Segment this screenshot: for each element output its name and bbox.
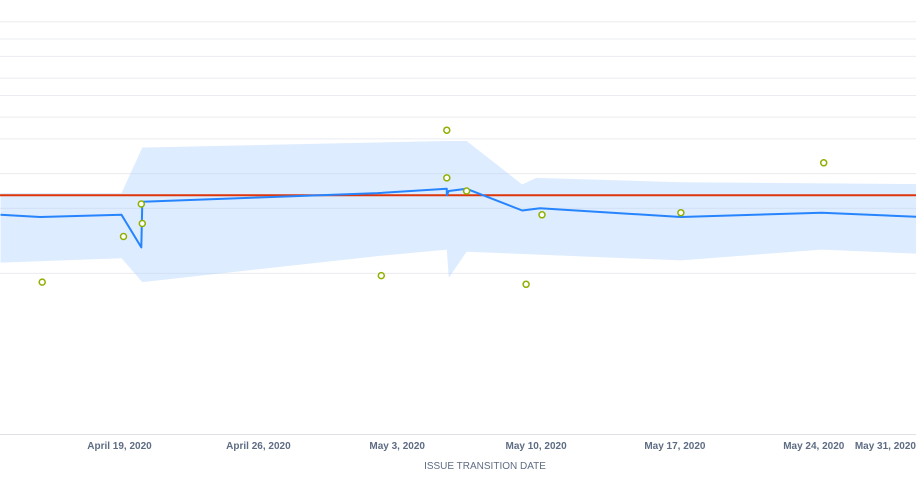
x-tick-label: May 24, 2020 [783,441,845,452]
x-tick-label: April 26, 2020 [226,441,291,452]
issue-point-5[interactable] [443,126,451,134]
gridlines [0,21,916,274]
issue-point-3[interactable] [138,219,147,228]
issue-point-7[interactable] [462,187,471,195]
issue-point-4[interactable] [377,271,386,280]
x-tick-label: April 19, 2020 [87,441,152,452]
x-axis-ticks: April 19, 2020 April 26, 2020 May 3, 2020 M… [87,441,916,452]
x-axis-title: ISSUE TRANSITION DATE [424,461,546,472]
issue-point-2[interactable] [137,200,146,208]
x-tick-label: May 10, 2020 [506,441,568,452]
x-tick-label: May 3, 2020 [369,441,425,452]
issue-point-0[interactable] [38,278,46,286]
x-tick-label: May 31, 2020 [855,441,916,452]
issue-point-10[interactable] [677,208,685,217]
standard-deviation-band [0,141,916,283]
x-tick-label: May 17, 2020 [644,441,706,452]
issue-point-9[interactable] [538,211,546,219]
issue-point-8[interactable] [522,280,530,289]
issue-points [38,126,828,289]
issue-point-11[interactable] [819,159,828,167]
issue-point-6[interactable] [443,174,451,182]
rolling-average-line [0,187,916,249]
issue-point-1[interactable] [119,232,128,241]
